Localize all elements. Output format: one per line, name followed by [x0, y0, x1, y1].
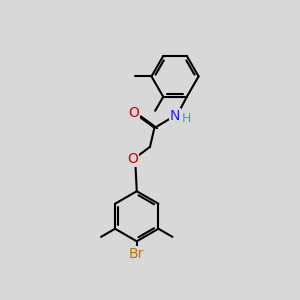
Text: Br: Br — [129, 247, 144, 261]
Text: H: H — [182, 112, 191, 125]
Text: N: N — [170, 109, 180, 123]
Text: O: O — [128, 106, 139, 120]
Text: O: O — [127, 152, 138, 166]
